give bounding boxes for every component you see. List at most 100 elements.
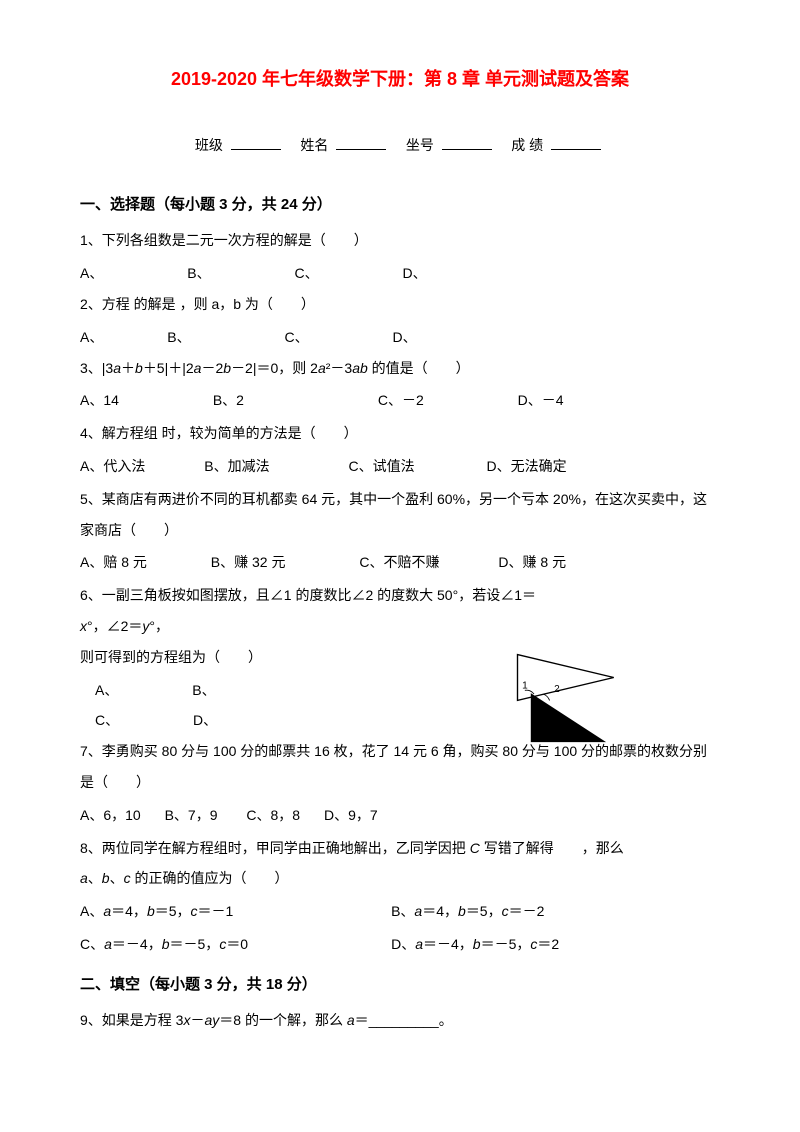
q9-eq: ＝_________。: [355, 1012, 453, 1028]
q5-opt-a: A、赔 8 元: [80, 547, 147, 578]
q3-opt-d: D、－4: [518, 385, 564, 416]
q8d-eq3: ＝2: [537, 936, 559, 952]
q8-p2: 写错了解得 ，那么: [480, 840, 624, 856]
q8a-eq3: ＝－1: [198, 903, 234, 919]
q8c-a: a: [104, 936, 112, 952]
q3-opt-a: A、14: [80, 385, 119, 416]
page-content: 2019-2020 年七年级数学下册：第 8 章 单元测试题及答案 班级 姓名 …: [80, 60, 720, 1036]
q8-end: 的正确的值应为（ ）: [131, 870, 289, 886]
q5-text: 5、某商店有两进价不同的耳机都卖 64 元，其中一个盈利 60%，另一个亏本 2…: [80, 484, 720, 546]
q8-opt-a: A、a＝4，b＝5，c＝－1: [80, 896, 387, 927]
q6-opt-c: C、: [95, 705, 119, 736]
q3-plus1: ＋: [121, 360, 135, 376]
q9-text: 9、如果是方程 3x－ay＝8 的一个解，那么 a＝_________。: [80, 1005, 720, 1036]
q8-opt-d: D、a＝－4，b＝－5，c＝2: [391, 929, 698, 960]
q3-minus2: －2|＝0，则 2: [231, 360, 318, 376]
q6-p2: 则可得到的方程组为（ ）: [80, 649, 262, 665]
q5-options: A、赔 8 元 B、赚 32 元 C、不赔不赚 D、赚 8 元: [80, 547, 720, 578]
q3-a3: a: [318, 360, 326, 376]
q8-options-row1: A、a＝4，b＝5，c＝－1 B、a＝4，b＝5，c＝－2: [80, 896, 720, 927]
q8-p1: 8、两位同学在解方程组时，甲同学由正确地解出，乙同学因把: [80, 840, 470, 856]
q3-plus5: ＋5|＋|2: [143, 360, 194, 376]
q3-a1: a: [113, 360, 121, 376]
name-blank: [336, 136, 386, 150]
main-title: 2019-2020 年七年级数学下册：第 8 章 单元测试题及答案: [80, 60, 720, 100]
class-label: 班级: [195, 137, 223, 153]
triangle-upper: [518, 655, 614, 701]
q6-opt-d: D、: [193, 705, 217, 736]
q8-opt-b: B、a＝4，b＝5，c＝－2: [391, 896, 698, 927]
q8b-b: b: [458, 903, 466, 919]
q8d-a: a: [415, 936, 423, 952]
q8-opt-c: C、a＝－4，b＝－5，c＝0: [80, 929, 387, 960]
q8b-eq3: ＝－2: [509, 903, 545, 919]
q8-c-var: C: [470, 840, 480, 856]
q9-p2: ＝8 的一个解，那么: [219, 1012, 347, 1028]
name-label: 姓名: [300, 137, 328, 153]
q1-opt-a: A、: [80, 258, 103, 289]
q8c-b: b: [162, 936, 170, 952]
q3-end: 的值是（ ）: [368, 360, 470, 376]
q2-options: A、 B、 C、 D、: [80, 322, 720, 353]
q8-text: 8、两位同学在解方程组时，甲同学由正确地解出，乙同学因把 C 写错了解得 ，那么…: [80, 833, 720, 895]
q8b-pre: B、: [391, 903, 414, 919]
q3-text: 3、|3a＋b＋5|＋|2a－2b－2|＝0，则 2a²－3ab 的值是（ ）: [80, 353, 720, 384]
q8c-pre: C、: [80, 936, 104, 952]
q3-b1: b: [135, 360, 143, 376]
q4-opt-a: A、代入法: [80, 451, 145, 482]
seat-label: 坐号: [406, 137, 434, 153]
q3-ab: ab: [352, 360, 368, 376]
q6-deg2: °，: [149, 618, 169, 634]
q5-opt-d: D、赚 8 元: [498, 547, 566, 578]
q8d-pre: D、: [391, 936, 415, 952]
q8a-eq2: ＝5，: [155, 903, 191, 919]
q8-a: a: [80, 870, 88, 886]
q5-opt-c: C、不赔不赚: [359, 547, 439, 578]
seat-blank: [442, 136, 492, 150]
q6-opt-b: B、: [192, 675, 215, 706]
score-blank: [551, 136, 601, 150]
q2-opt-c: C、: [284, 322, 308, 353]
q8a-c: c: [191, 903, 198, 919]
student-info-line: 班级 姓名 坐号 成 绩: [80, 130, 720, 161]
q7-opt-a: A、6，10: [80, 800, 141, 831]
q4-options: A、代入法 B、加减法 C、试值法 D、无法确定: [80, 451, 720, 482]
q3-opt-b: B、2: [213, 385, 244, 416]
q8-b: b: [102, 870, 110, 886]
q3-b2: b: [223, 360, 231, 376]
q2-opt-d: D、: [392, 322, 416, 353]
q4-opt-b: B、加减法: [204, 451, 269, 482]
q1-opt-b: B、: [187, 258, 210, 289]
q7-opt-c: C、8，8: [246, 800, 300, 831]
q2-text: 2、方程 的解是 ，则 a，b 为（ ）: [80, 289, 720, 320]
q8a-b: b: [147, 903, 155, 919]
q8b-eq1: ＝4，: [422, 903, 458, 919]
q8b-c: c: [502, 903, 509, 919]
q1-opt-c: C、: [294, 258, 318, 289]
q8-mid1: 、: [88, 870, 102, 886]
q8-mid2: 、: [110, 870, 124, 886]
q4-text: 4、解方程组 时，较为简单的方法是（ ）: [80, 418, 720, 449]
q4-opt-d: D、无法确定: [486, 451, 566, 482]
q6-x: x: [80, 618, 87, 634]
q4-opt-c: C、试值法: [348, 451, 414, 482]
angle-label-1: 1: [522, 681, 528, 692]
q1-text: 1、下列各组数是二元一次方程的解是（ ）: [80, 225, 720, 256]
q5-opt-b: B、赚 32 元: [211, 547, 286, 578]
q8a-a: a: [103, 903, 111, 919]
q8d-b: b: [473, 936, 481, 952]
q3-prefix: 3、|3: [80, 360, 113, 376]
q8-options-row2: C、a＝－4，b＝－5，c＝0 D、a＝－4，b＝－5，c＝2: [80, 929, 720, 960]
q8c-eq1: ＝－4，: [112, 936, 162, 952]
score-label: 成 绩: [511, 137, 543, 153]
q9-p1: 9、如果是方程 3: [80, 1012, 183, 1028]
triangle-diagram: 1 2: [455, 650, 635, 760]
class-blank: [231, 136, 281, 150]
section1-heading: 一、选择题（每小题 3 分，共 24 分）: [80, 188, 720, 221]
q9-minus: －: [190, 1012, 204, 1028]
q9-a2: a: [347, 1012, 355, 1028]
q8b-eq2: ＝5，: [466, 903, 502, 919]
angle-label-2: 2: [554, 684, 560, 695]
q8a-pre: A、: [80, 903, 103, 919]
q6-opt-a: A、: [95, 675, 118, 706]
